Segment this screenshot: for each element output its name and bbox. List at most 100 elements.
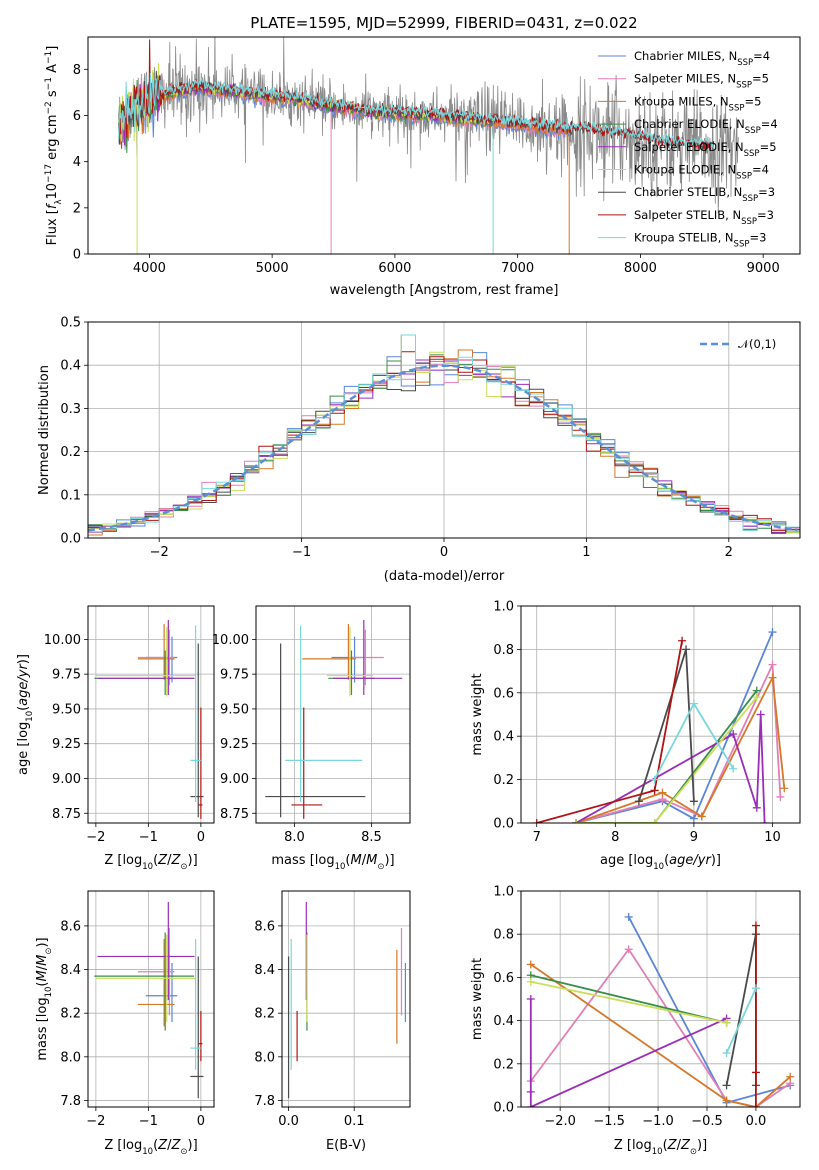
y-tick-label: 8.2 <box>60 1007 81 1022</box>
y-tick-label: 8.4 <box>254 963 275 978</box>
x-tick-label: −1.5 <box>593 1114 625 1129</box>
marker <box>526 995 535 1003</box>
mass_vs_ebv-axes: 0.0 0.1 7.8 8.0 8.2 8.4 8.6 <box>254 891 410 1129</box>
line-kroupa-miles <box>530 963 791 1107</box>
x-tick-label: 7 <box>533 830 541 845</box>
x-tick-label: 9 <box>690 830 698 845</box>
age_vs_mass-xlabel: mass [log10(M/M⊙)] <box>271 853 394 872</box>
x-tick-label: 1 <box>582 545 590 560</box>
x-tick-label: 4000 <box>133 261 166 276</box>
legend-label: Salpeter ELODIE, NSSP=5 <box>634 140 777 159</box>
y-tick-label: 0.6 <box>493 686 514 701</box>
y-tick-label: 0.2 <box>60 445 81 460</box>
spectrum-title: PLATE=1595, MJD=52999, FIBERID=0431, z=0… <box>250 14 637 32</box>
y-tick-label: 8.0 <box>60 1050 81 1065</box>
marker <box>650 786 659 795</box>
spectrum-legend: Chabrier MILES, NSSP=4 Salpeter MILES, NS… <box>598 49 778 250</box>
x-tick-label: −2 <box>86 830 105 845</box>
legend-label: Kroupa MILES, NSSP=5 <box>634 94 761 113</box>
y-tick-label: 1.0 <box>493 885 514 900</box>
y-tick-label: 9.75 <box>52 668 81 683</box>
x-tick-label: 6000 <box>378 261 411 276</box>
marker <box>722 1018 731 1027</box>
spectrum-frame <box>87 36 801 255</box>
y-tick-label: 9.50 <box>52 702 81 717</box>
y-tick-label: 10.00 <box>212 633 249 648</box>
spectrum-xlabel: wavelength [Angstrom, rest frame] <box>330 283 559 298</box>
age_vs_mass-points <box>265 619 403 819</box>
mass_vs_Z-frame <box>87 890 215 1108</box>
marker <box>752 693 761 702</box>
legend-normal-label: 𝒩(0,1) <box>738 337 776 351</box>
marker <box>689 814 698 823</box>
x-tick-label: 8000 <box>624 261 657 276</box>
marker <box>689 699 698 708</box>
x-tick-label: 10 <box>764 830 781 845</box>
x-tick-label: −2 <box>150 545 169 560</box>
marker <box>729 730 738 739</box>
marker <box>752 803 761 812</box>
x-tick-label: −1.0 <box>642 1114 674 1129</box>
x-tick-label: 0 <box>197 830 205 845</box>
weight_vs_age-lines <box>532 628 789 823</box>
marker <box>689 797 698 806</box>
y-tick-label: 0.1 <box>60 488 81 503</box>
x-tick-label: 5000 <box>256 261 289 276</box>
y-tick-label: 0.2 <box>493 1057 514 1072</box>
x-tick-label: 9000 <box>747 261 780 276</box>
x-tick-label: 8.5 <box>361 830 382 845</box>
histogram-salpeter-miles <box>88 359 800 534</box>
x-tick-label: −0.5 <box>691 1114 723 1129</box>
legend-label: Kroupa ELODIE, NSSP=4 <box>634 163 769 182</box>
mass_vs_ebv-xlabel: E(B-V) <box>326 1138 366 1153</box>
legend-label: Chabrier ELODIE, NSSP=4 <box>634 117 778 136</box>
y-tick-label: 0 <box>73 248 81 263</box>
legend-label: Chabrier MILES, NSSP=4 <box>634 49 770 68</box>
marker <box>751 921 760 930</box>
spectrum-axes: 4000 5000 6000 7000 8000 9000 0 2 4 6 8 <box>73 63 780 276</box>
marker <box>768 673 777 682</box>
line-salpeter-elodie <box>529 999 727 1107</box>
y-tick-label: 7.8 <box>254 1094 275 1109</box>
y-tick-label: 0.2 <box>493 773 514 788</box>
weight_vs_Z-lines <box>526 912 795 1107</box>
y-tick-label: 8 <box>73 63 81 78</box>
y-tick-label: 9.00 <box>52 772 81 787</box>
x-tick-label: −1 <box>292 545 311 560</box>
age_vs_Z-xlabel: Z [log10(Z/Z⊙)] <box>104 853 197 872</box>
marker <box>526 977 535 986</box>
marker <box>760 819 769 823</box>
data-spectrum <box>118 37 739 214</box>
x-tick-label: −1 <box>139 830 158 845</box>
spectrum-ylabel: Flux [fλ10−17 erg cm−2 s−1 A−1] <box>44 46 64 246</box>
line-salpeter-miles <box>530 947 791 1107</box>
y-tick-label: 9.25 <box>220 737 249 752</box>
weight_vs_age-xlabel: age [log10(age/yr)] <box>600 853 721 872</box>
x-tick-label: 0.1 <box>344 1114 365 1129</box>
weight_vs_age-ylabel: mass weight <box>470 673 485 755</box>
x-tick-label: 7000 <box>501 261 534 276</box>
x-tick-label: 0 <box>440 545 448 560</box>
marker <box>751 1068 760 1077</box>
marker <box>650 775 659 784</box>
marker <box>786 1072 795 1081</box>
mass_vs_Z-axes: −2 −1 0 7.8 8.0 8.2 8.4 8.6 <box>60 891 214 1129</box>
age_vs_Z-axes: −2 −1 0 8.75 9.00 9.25 9.50 9.75 10.00 <box>44 606 214 845</box>
y-tick-label: 0.3 <box>60 402 81 417</box>
y-tick-label: 1.0 <box>493 600 514 615</box>
marker <box>634 797 643 806</box>
legend-label: Kroupa STELIB, NSSP=3 <box>634 231 766 250</box>
y-tick-label: 0.8 <box>493 643 514 658</box>
line-kroupa-stelib <box>725 987 757 1054</box>
marker <box>768 660 777 669</box>
weight_vs_age-frame <box>520 605 801 824</box>
y-tick-label: 4 <box>73 155 81 170</box>
marker <box>526 960 535 969</box>
x-tick-label: 0 <box>197 1114 205 1129</box>
line-kroupa-elodie <box>576 696 758 823</box>
marker <box>776 792 785 801</box>
residuals-ylabel: Normed distribution <box>37 365 52 495</box>
age_vs_mass-axes: 8.0 8.5 8.75 9.00 9.25 9.50 9.75 10.00 <box>212 606 410 845</box>
y-tick-label: 0.4 <box>60 359 81 374</box>
